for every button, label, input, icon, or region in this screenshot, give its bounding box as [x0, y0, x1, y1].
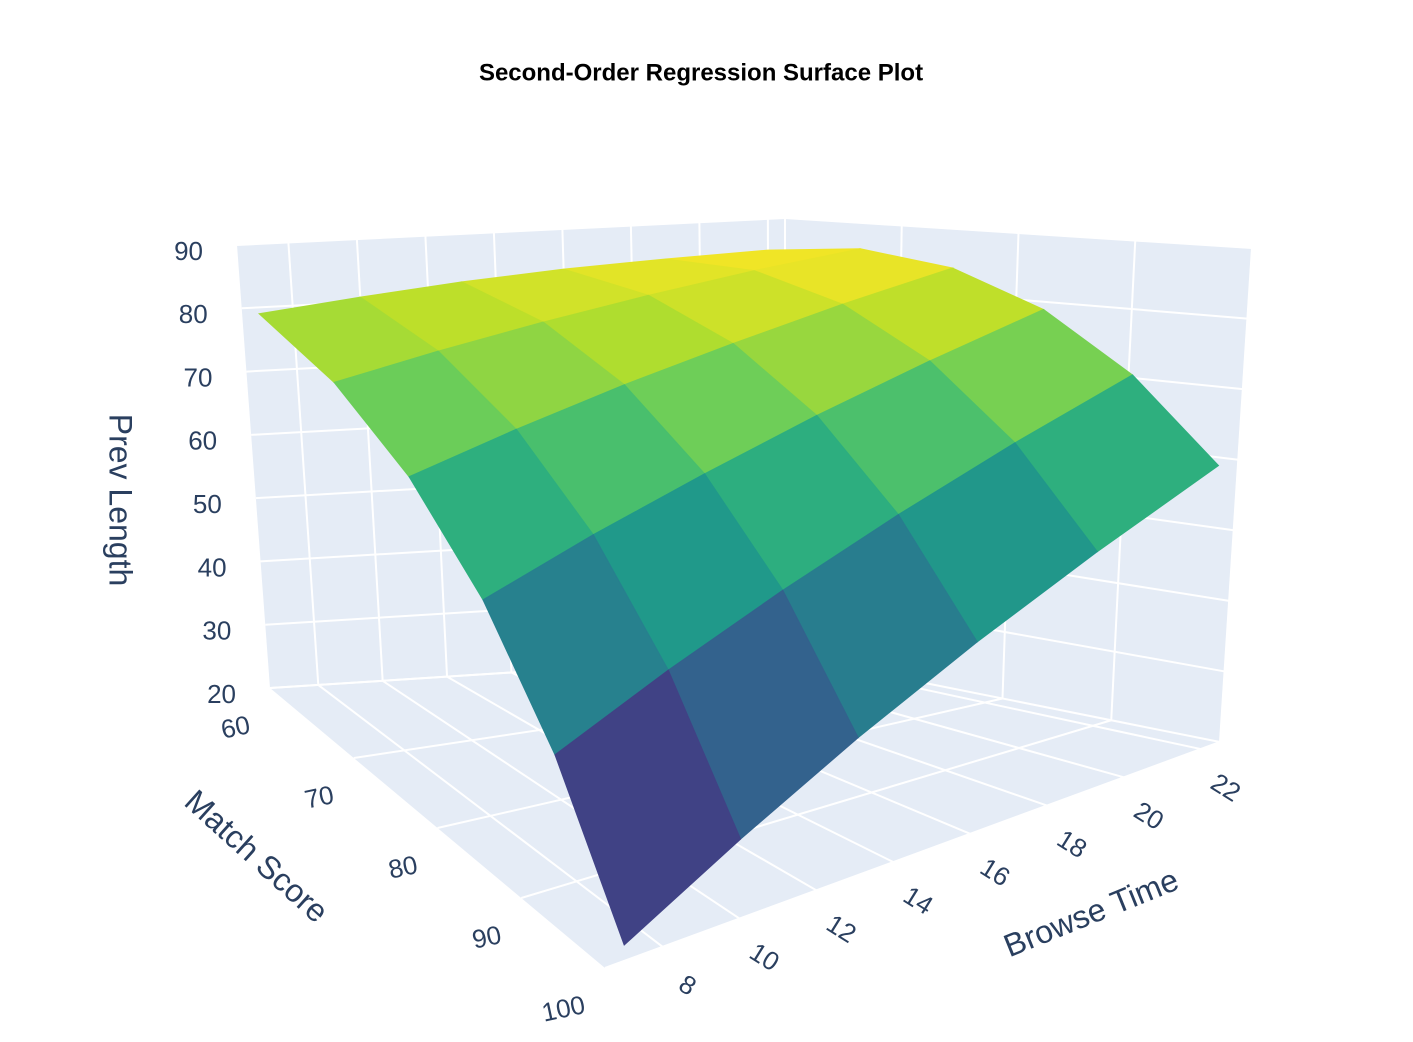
grid-line	[604, 741, 1221, 969]
z-tick-label: 90	[174, 236, 203, 266]
x-tick-label: 8	[674, 968, 702, 1001]
x-tick-label: 14	[898, 880, 938, 921]
y-tick-label: 80	[386, 849, 421, 884]
y-tick-label: 70	[302, 779, 337, 814]
y-tick-label: 60	[218, 709, 253, 744]
z-tick-label: 30	[202, 616, 231, 646]
x-tick-label: 10	[744, 936, 784, 977]
z-tick-label: 40	[198, 552, 227, 582]
x-axis-title: Browse Time	[999, 861, 1184, 964]
z-tick-label: 20	[207, 679, 236, 709]
x-tick-label: 20	[1129, 795, 1169, 836]
y-tick-label: 100	[539, 989, 588, 1027]
x-tick-label: 22	[1206, 767, 1246, 808]
grid-line	[784, 217, 1253, 249]
z-tick-label: 60	[188, 426, 217, 456]
surface-cell	[554, 669, 742, 946]
x-tick-label: 16	[975, 852, 1015, 893]
z-axis-title: Prev Length	[103, 414, 139, 587]
x-tick-label: 12	[821, 908, 861, 949]
grid-line	[1219, 247, 1253, 743]
z-tick-label: 50	[193, 489, 222, 519]
z-tick-label: 70	[184, 362, 213, 392]
x-tick-label: 18	[1052, 823, 1092, 864]
z-tick-label: 80	[179, 299, 208, 329]
grid-line	[236, 217, 786, 246]
y-tick-label: 90	[469, 919, 504, 954]
chart-title: Second-Order Regression Surface Plot	[479, 59, 923, 86]
